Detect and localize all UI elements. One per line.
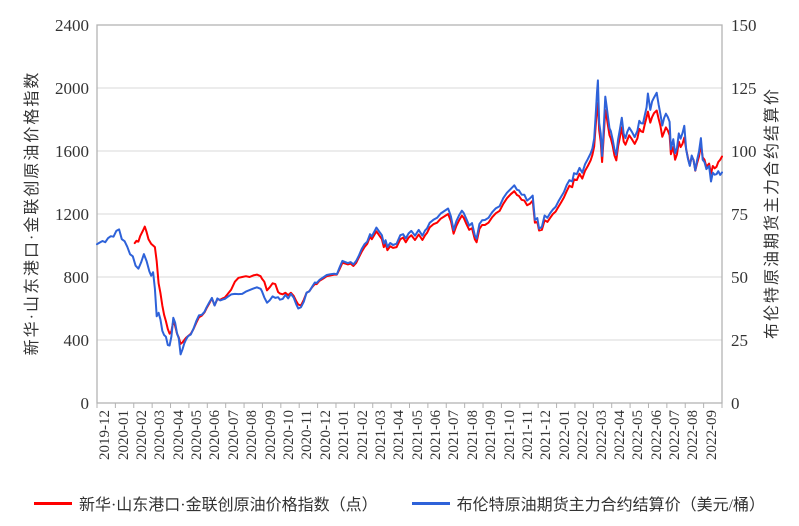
x-axis-label: 2022-08 <box>685 410 702 460</box>
legend-item-brent-series: 布伦特原油期货主力合约结算价（美元/桶） <box>411 491 766 515</box>
x-axis-label: 2020-09 <box>262 410 279 460</box>
brent-price-line <box>96 79 723 356</box>
right-axis-tick-label: 75 <box>731 204 748 224</box>
x-axis-label: 2022-06 <box>648 410 665 460</box>
x-axis-label: 2020-12 <box>317 410 334 460</box>
left-axis-tick-label: 2000 <box>55 78 89 98</box>
x-axis-label: 2021-11 <box>519 410 536 460</box>
x-axis-label: 2020-02 <box>133 410 150 460</box>
x-axis-label: 2021-06 <box>428 410 445 460</box>
left-axis-tick-label: 800 <box>63 267 90 287</box>
x-axis-label: 2020-08 <box>244 410 261 460</box>
legend: 新华·山东港口·金联创原油价格指数（点） 布伦特原油期货主力合约结算价（美元/桶… <box>0 491 799 515</box>
x-axis-label: 2020-10 <box>281 410 297 460</box>
x-axis-label: 2020-03 <box>152 410 169 460</box>
right-axis-tick-label: 100 <box>731 141 757 161</box>
left-axis-tick-label: 1600 <box>55 141 89 161</box>
x-axis-label: 2019-12 <box>97 410 114 460</box>
x-axis-label: 2020-06 <box>207 410 224 460</box>
right-axis-tick-label: 25 <box>731 330 748 350</box>
left-axis-tick-label: 0 <box>80 393 90 413</box>
x-axis-label: 2022-02 <box>575 410 592 460</box>
x-axis-label: 2021-02 <box>354 410 371 460</box>
legend-item-index-series: 新华·山东港口·金联创原油价格指数（点） <box>33 491 378 515</box>
x-axis-label: 2021-10 <box>501 410 518 460</box>
left-axis-tick-label: 1200 <box>55 204 89 224</box>
x-axis-label: 2021-05 <box>409 410 426 460</box>
right-axis-tick-label: 50 <box>731 267 748 287</box>
x-axis-label: 2020-05 <box>189 410 206 460</box>
right-axis-tick-label: 150 <box>731 15 757 35</box>
x-axis-label: 2022-01 <box>556 410 573 460</box>
x-axis-label: 2021-08 <box>464 410 481 460</box>
x-axis-label: 2022-03 <box>593 410 610 460</box>
x-axis-label: 2021-03 <box>372 410 389 460</box>
x-axis-label: 2021-04 <box>391 410 408 460</box>
blue-line-swatch <box>411 501 450 505</box>
x-axis-label: 2022-04 <box>611 410 628 460</box>
legend-label-brent-series: 布伦特原油期货主力合约结算价（美元/桶） <box>456 497 766 514</box>
x-axis-label: 2021-12 <box>538 410 555 460</box>
x-axis-label: 2021-09 <box>483 410 500 460</box>
left-axis-tick-label: 400 <box>63 330 90 350</box>
left-axis-tick-label: 2400 <box>55 15 89 35</box>
right-axis-tick-label: 0 <box>731 393 740 413</box>
x-axis-label: 2021-01 <box>336 410 353 460</box>
x-axis-label: 2022-05 <box>630 410 647 460</box>
x-axis-label: 2020-11 <box>299 410 316 460</box>
x-axis-label: 2022-07 <box>667 410 684 460</box>
x-axis-label: 2020-04 <box>170 410 187 460</box>
right-axis-tick-label: 125 <box>731 78 757 98</box>
legend-label-index-series: 新华·山东港口·金联创原油价格指数（点） <box>78 497 378 514</box>
x-axis-label: 2021-07 <box>446 410 463 460</box>
x-axis-label: 2020-07 <box>225 410 242 460</box>
red-line-swatch <box>33 501 72 505</box>
x-axis-label: 2022-09 <box>703 410 720 460</box>
x-axis-label: 2020-01 <box>115 410 132 460</box>
